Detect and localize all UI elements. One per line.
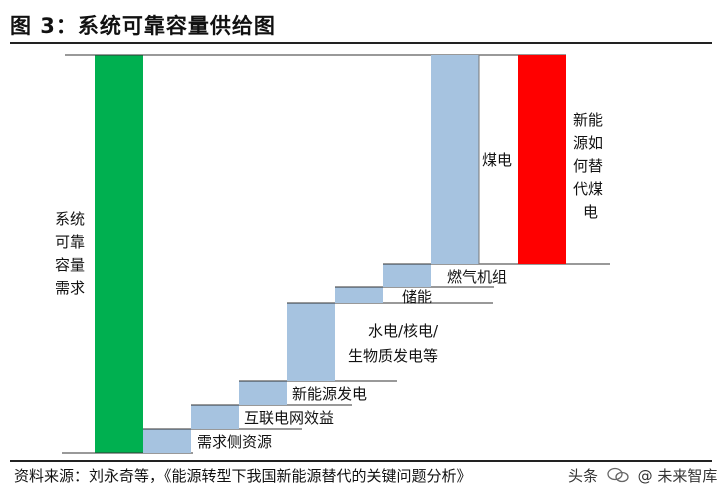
demand-label-line: 系统	[55, 210, 85, 228]
demand-label: 系统 可靠 容量 需求	[55, 210, 85, 297]
title-divider	[10, 42, 712, 44]
step-demand-side	[143, 429, 191, 453]
figure-title: 图 3：系统可靠容量供给图	[10, 14, 276, 38]
demand-label-line: 可靠	[55, 233, 85, 251]
label-storage: 储能	[402, 288, 432, 306]
new-energy-replace-bar	[518, 55, 566, 264]
source-note: 资料来源：刘永奇等，《能源转型下我国新能源替代的关键问题分析》	[14, 467, 472, 485]
wechat-icon	[607, 467, 629, 483]
label-new-energy-gen: 新能源发电	[292, 385, 367, 403]
watermark-name: 未来智库	[657, 467, 718, 485]
label-interconnect: 互联电网效益	[244, 409, 334, 427]
step-interconnect	[191, 405, 239, 429]
step-coal	[431, 55, 479, 264]
replace-label: 新能 源如 何替 代煤 电	[573, 111, 603, 221]
label-demand-side: 需求侧资源	[197, 433, 272, 451]
replace-label-line: 源如	[573, 134, 603, 152]
system-demand-bar	[95, 55, 143, 453]
footer-divider	[10, 460, 712, 462]
watermark-at: @	[637, 467, 653, 485]
step-hydro-nuclear	[287, 303, 335, 381]
step-storage	[335, 287, 383, 303]
replace-label-line: 电	[583, 203, 598, 221]
replace-label-line: 代煤	[573, 180, 603, 198]
label-hydro-nuclear: 水电/核电/	[368, 322, 439, 340]
watermark: 头条 @ 未来智库	[568, 465, 717, 486]
demand-label-line: 容量	[55, 256, 85, 274]
label-hydro-nuclear: 生物质发电等	[348, 347, 438, 365]
label-coal: 煤电	[482, 151, 512, 169]
replace-label-line: 何替	[573, 157, 603, 175]
demand-label-line: 需求	[55, 279, 85, 297]
replace-label-line: 新能	[573, 111, 603, 129]
step-gas	[383, 264, 431, 287]
label-gas: 燃气机组	[447, 268, 507, 286]
step-new-energy	[239, 381, 287, 405]
watermark-prefix: 头条	[568, 467, 599, 485]
